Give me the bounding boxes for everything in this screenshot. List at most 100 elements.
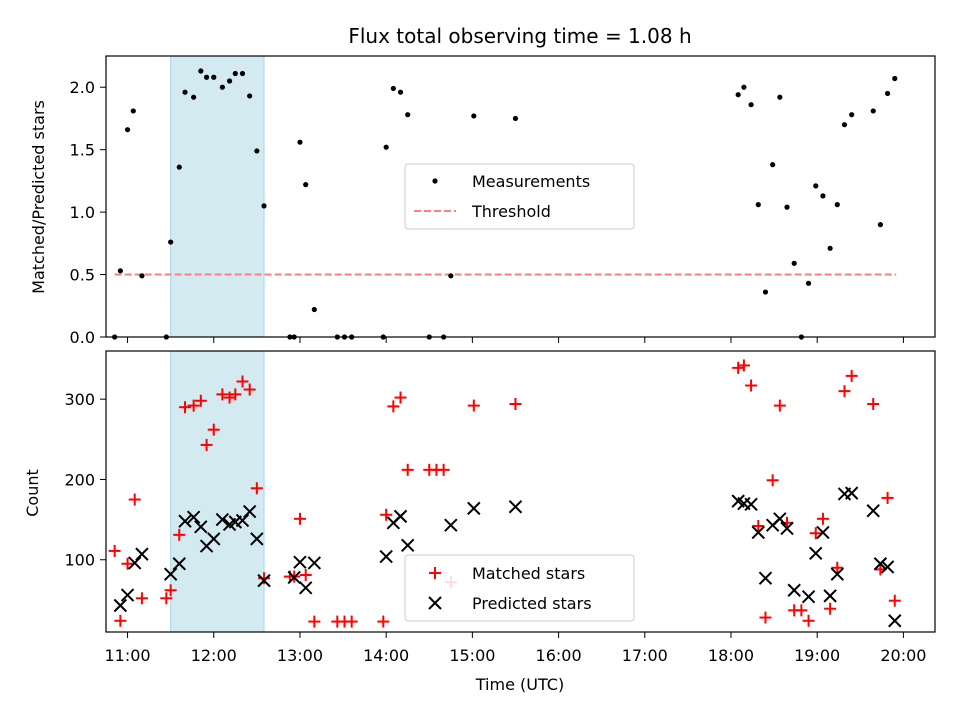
- measurement-point: [777, 94, 783, 100]
- measurement-point: [813, 183, 819, 189]
- matched-star-point: [187, 399, 200, 412]
- matched-star-point: [831, 561, 844, 574]
- measurement-point: [117, 268, 123, 274]
- x-tick-label: 14:00: [363, 646, 409, 665]
- measurement-point: [834, 202, 840, 208]
- predicted-star-point: [787, 583, 801, 597]
- measurement-point: [254, 148, 260, 154]
- predicted-star-point: [298, 581, 313, 595]
- matched-star-point: [838, 385, 851, 398]
- top-y-tick-label: 1.5: [70, 141, 95, 160]
- matched-star-point: [194, 394, 207, 407]
- predicted-star-point: [888, 614, 902, 628]
- matched-star-point: [135, 592, 148, 605]
- top-axes-frame: [105, 55, 936, 338]
- measurement-point: [448, 273, 454, 279]
- measurement-point: [770, 162, 776, 168]
- cross-stroke-b: [467, 501, 481, 516]
- predicted-star-point: [120, 588, 135, 602]
- predicted-star-point: [207, 532, 221, 546]
- cross-stroke-b: [866, 504, 880, 518]
- x-tick-label: 12:00: [191, 646, 237, 665]
- cross-stroke-b: [379, 549, 393, 564]
- matched-star-point: [888, 594, 901, 607]
- matched-star-point: [467, 399, 480, 412]
- matched-star-point: [114, 614, 127, 627]
- measurement-point: [849, 112, 855, 118]
- matched-star-point: [816, 512, 829, 525]
- predicted-star-point: [809, 546, 823, 561]
- matched-star-point: [308, 615, 321, 628]
- cross-stroke-b: [401, 538, 415, 552]
- predicted-star-point: [393, 509, 408, 524]
- matched-star-point: [509, 397, 522, 410]
- matched-star-point: [200, 438, 213, 451]
- matched-star-point: [766, 474, 779, 487]
- measurement-point: [892, 75, 898, 82]
- top-grid-ticks: 0.0 0.5 1.0 1.5 2.0: [70, 78, 904, 347]
- shaded-interval: [170, 350, 265, 633]
- shaded-interval: [170, 55, 265, 338]
- bottom-y-axis-label: Count: [23, 469, 42, 517]
- predicted-star-point: [215, 512, 230, 527]
- x-tick-label: 19:00: [794, 646, 840, 665]
- predicted-star-point: [880, 560, 895, 574]
- measurement-point: [219, 84, 225, 90]
- bottom-y-tick-label: 200: [64, 470, 95, 489]
- predicted-star-point: [873, 557, 888, 571]
- x-tick-label: 15:00: [449, 646, 495, 665]
- cross-stroke-b: [508, 500, 523, 514]
- matched-star-point: [380, 508, 393, 521]
- predicted-star-point: [287, 570, 301, 585]
- top-shaded-region: [170, 55, 265, 338]
- measurement-point: [827, 245, 833, 251]
- cross-stroke-b: [242, 504, 257, 519]
- predicted-star-point: [242, 504, 257, 519]
- cross-stroke-b: [172, 557, 186, 571]
- cross-stroke-b: [737, 496, 751, 511]
- cross-stroke-b: [823, 589, 837, 603]
- matched-star-point: [164, 584, 177, 597]
- cross-stroke-b: [393, 509, 408, 524]
- measurement-point: [805, 280, 812, 286]
- measurement-point: [735, 92, 741, 98]
- x-tick-label: 13:00: [277, 646, 323, 665]
- matched-star-point: [824, 602, 837, 615]
- cross-stroke-b: [787, 583, 801, 597]
- matched-star-point: [394, 391, 407, 404]
- measurement-points: [112, 68, 898, 340]
- measurement-point: [755, 202, 761, 208]
- cross-stroke-b: [287, 570, 301, 585]
- matched-star-point: [867, 397, 880, 410]
- predicted-star-point: [780, 521, 794, 536]
- chart-title: Flux total observing time = 1.08 h: [348, 24, 691, 48]
- predicted-star-point: [844, 486, 859, 500]
- matched-star-point: [108, 544, 121, 557]
- x-tick-label: 16:00: [536, 646, 582, 665]
- legend-label-predicted: Predicted stars: [472, 594, 592, 613]
- measurement-point: [791, 260, 797, 266]
- predicted-star-point: [163, 567, 178, 581]
- measurement-point: [877, 222, 884, 228]
- cross-stroke-b: [163, 567, 178, 581]
- predicted-star-point: [744, 497, 758, 512]
- cross-stroke-b: [444, 518, 458, 532]
- cross-stroke-b: [744, 497, 758, 512]
- matched-star-point: [845, 369, 858, 382]
- cross-stroke-b: [135, 547, 149, 561]
- x-tick-label: 18:00: [708, 646, 754, 665]
- x-tick-label: 11:00: [104, 646, 150, 665]
- predicted-star-point: [773, 512, 787, 526]
- legend-marker-predicted: [428, 596, 442, 610]
- predicted-star-point: [257, 573, 271, 588]
- legend-label-measurements: Measurements: [472, 172, 590, 191]
- cross-stroke-b: [207, 532, 221, 546]
- cross-stroke-b: [801, 589, 816, 604]
- cross-stroke-b: [830, 567, 845, 581]
- x-axis-label: Time (UTC): [475, 675, 564, 694]
- legend-marker-measurements: [432, 178, 438, 184]
- measurement-point: [820, 193, 826, 199]
- top-y-tick-label: 1.0: [70, 203, 95, 222]
- matched-star-point: [437, 463, 450, 476]
- measurement-point: [211, 74, 217, 80]
